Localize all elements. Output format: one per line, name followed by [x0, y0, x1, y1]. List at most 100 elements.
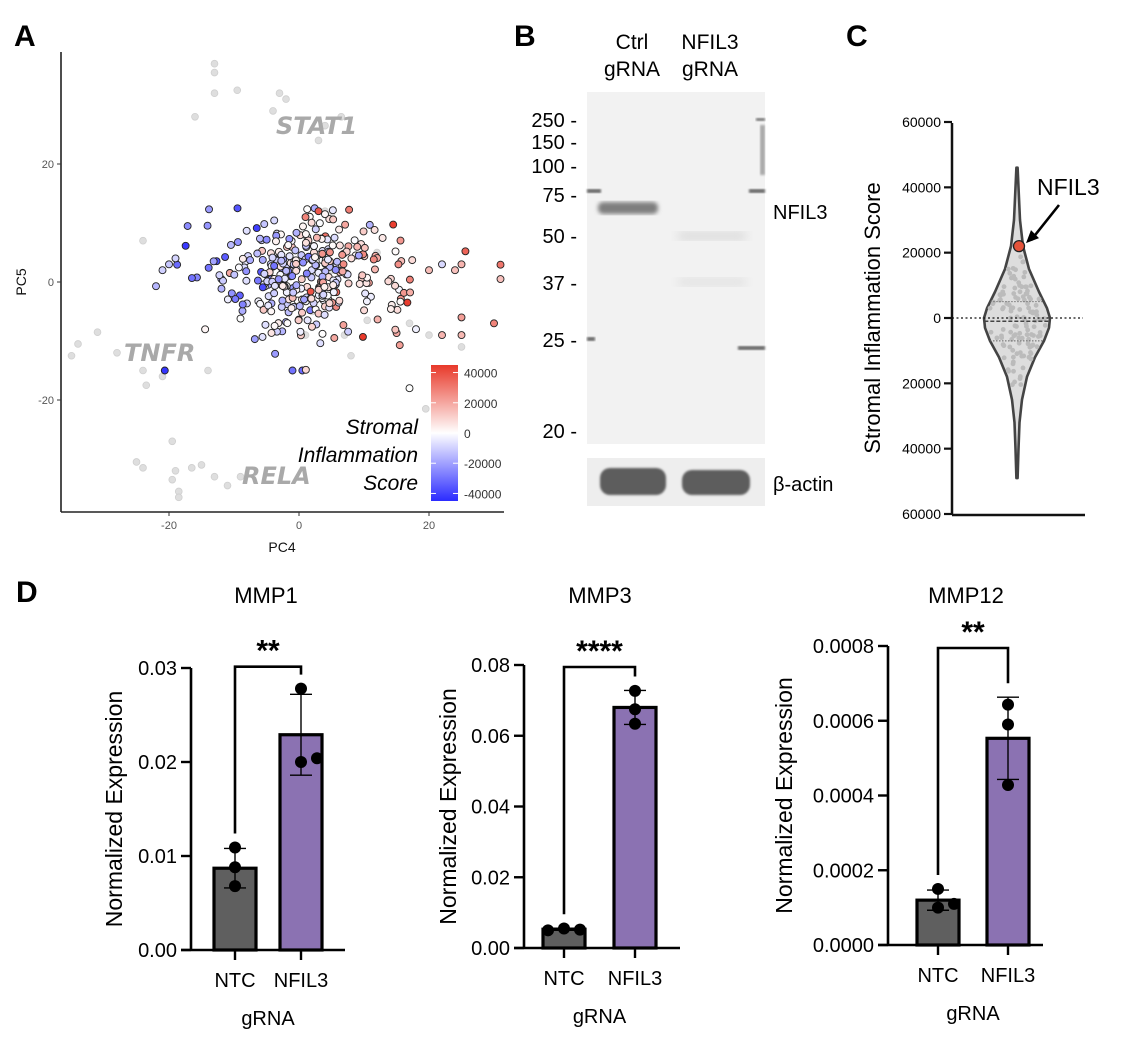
band-nfil3-ko-faint: [678, 278, 746, 286]
x-axis-label: PC4: [268, 539, 295, 555]
scatter-point: [354, 251, 363, 260]
scatter-point: [260, 269, 269, 278]
violin-point: [1010, 347, 1016, 353]
significance-bracket: [936, 646, 1010, 875]
bar: [612, 705, 658, 950]
panel-label-d: D: [16, 576, 38, 609]
violin-point: [997, 292, 1003, 298]
scatter-point: [278, 282, 287, 290]
scatter-point: [335, 241, 344, 250]
violin-point: [1010, 382, 1015, 388]
data-point: [542, 924, 554, 937]
lane-label-ctrl-line2: gRNA: [604, 58, 660, 81]
violin-points: [987, 254, 1048, 388]
scatter-point: [341, 220, 350, 229]
scatter-point: [457, 331, 466, 340]
scatter-point: [316, 339, 325, 348]
violin-point: [1026, 336, 1032, 342]
scatter-point: [283, 319, 292, 328]
panel-a-pca-scatter: -20 0 20 -20 0 20 PC4 PC5 STAT1 TNFR RELA 40…: [13, 52, 505, 555]
violin-point: [1028, 296, 1033, 302]
colorbar-tick-label: 40000: [464, 367, 498, 381]
scatter-point: [284, 241, 293, 250]
scatter-point-grey: [168, 437, 177, 446]
y-axis-label: Normalized Expression: [101, 691, 127, 927]
chart-title: MMP12: [928, 583, 1004, 608]
scatter-point: [271, 349, 280, 358]
scatter-point: [270, 216, 279, 225]
scatter-point: [391, 281, 400, 290]
scatter-point: [329, 281, 338, 289]
y-tick-label: 0.01: [138, 846, 177, 868]
arrowhead-icon: [1026, 230, 1039, 244]
scatter-point: [238, 307, 247, 315]
scatter-point: [403, 298, 412, 307]
scatter-point-grey: [191, 113, 199, 121]
scatter-point: [270, 321, 279, 330]
scatter-point: [204, 263, 213, 272]
scatter-point-grey: [142, 381, 151, 390]
x-tick-label: NTC: [214, 970, 255, 992]
lane-label-nfil3-line1: NFIL3: [681, 31, 738, 54]
scatter-point: [278, 296, 287, 305]
y-tick-label: 40000: [902, 441, 941, 457]
data-point: [295, 756, 307, 768]
band-label-beta-actin: β-actin: [773, 474, 833, 496]
panel-d-bar-charts: MMP1 0.00 0.01 0.02 0.03 Normalized Expressio…: [101, 583, 1043, 1030]
ladder-band: [587, 189, 601, 193]
violin-point: [1029, 332, 1034, 337]
scatter-point: [362, 297, 371, 306]
scatter-point: [152, 282, 160, 291]
violin-point: [1016, 340, 1022, 346]
scatter-point: [303, 316, 312, 325]
marker-label: 250 -: [531, 110, 577, 132]
blot-membrane-main: [587, 92, 765, 444]
scatter-point-grey: [139, 366, 147, 375]
violin-point: [1008, 315, 1013, 321]
scatter-point-grey: [197, 461, 206, 469]
scatter-point: [253, 276, 262, 285]
scatter-point: [339, 260, 348, 269]
scatter-point-grey: [93, 328, 102, 336]
violin-outline: [982, 166, 1052, 480]
scatter-point: [496, 275, 505, 283]
scatter-point-grey: [67, 351, 76, 360]
data-point: [1002, 779, 1014, 792]
scatter-point: [252, 224, 261, 233]
scatter-point-grey: [174, 493, 183, 502]
scatter-point: [338, 250, 347, 259]
scatter-point: [209, 257, 218, 266]
scatter-point: [406, 288, 415, 297]
violin-point: [1024, 323, 1029, 329]
significance-bracket: [562, 665, 637, 915]
scatter-point: [289, 288, 298, 297]
scatter-point-grey: [139, 464, 147, 472]
band-nfil3-ctrl: [598, 202, 658, 214]
scatter-point: [282, 266, 291, 275]
scatter-point: [242, 276, 251, 285]
violin-point: [1025, 288, 1030, 294]
y-tick-label: 0.00: [471, 938, 510, 960]
scatter-point: [408, 256, 417, 265]
legend-title-line2: Inflammation: [298, 444, 418, 467]
scatter-point: [268, 253, 277, 262]
violin-point: [1000, 305, 1006, 310]
colorbar-tick-label: 0: [464, 427, 471, 441]
violin-point: [1008, 308, 1014, 314]
violin-point: [1012, 285, 1018, 291]
scatter-point: [396, 297, 405, 306]
scatter-point: [412, 325, 420, 334]
scatter-point: [325, 299, 334, 308]
scatter-point: [226, 240, 235, 249]
scatter-point: [490, 319, 498, 328]
violin-point: [1007, 270, 1013, 276]
violin-point: [1041, 316, 1047, 322]
marker-label: 100 -: [531, 156, 577, 178]
scatter-point: [246, 256, 255, 265]
scatter-point: [320, 282, 329, 291]
scatter-point: [391, 247, 400, 256]
scatter-point: [183, 222, 192, 230]
y-tick-label: 0.02: [138, 752, 177, 774]
violin-point: [1020, 259, 1026, 265]
colorbar-tick-label: -40000: [464, 487, 502, 501]
